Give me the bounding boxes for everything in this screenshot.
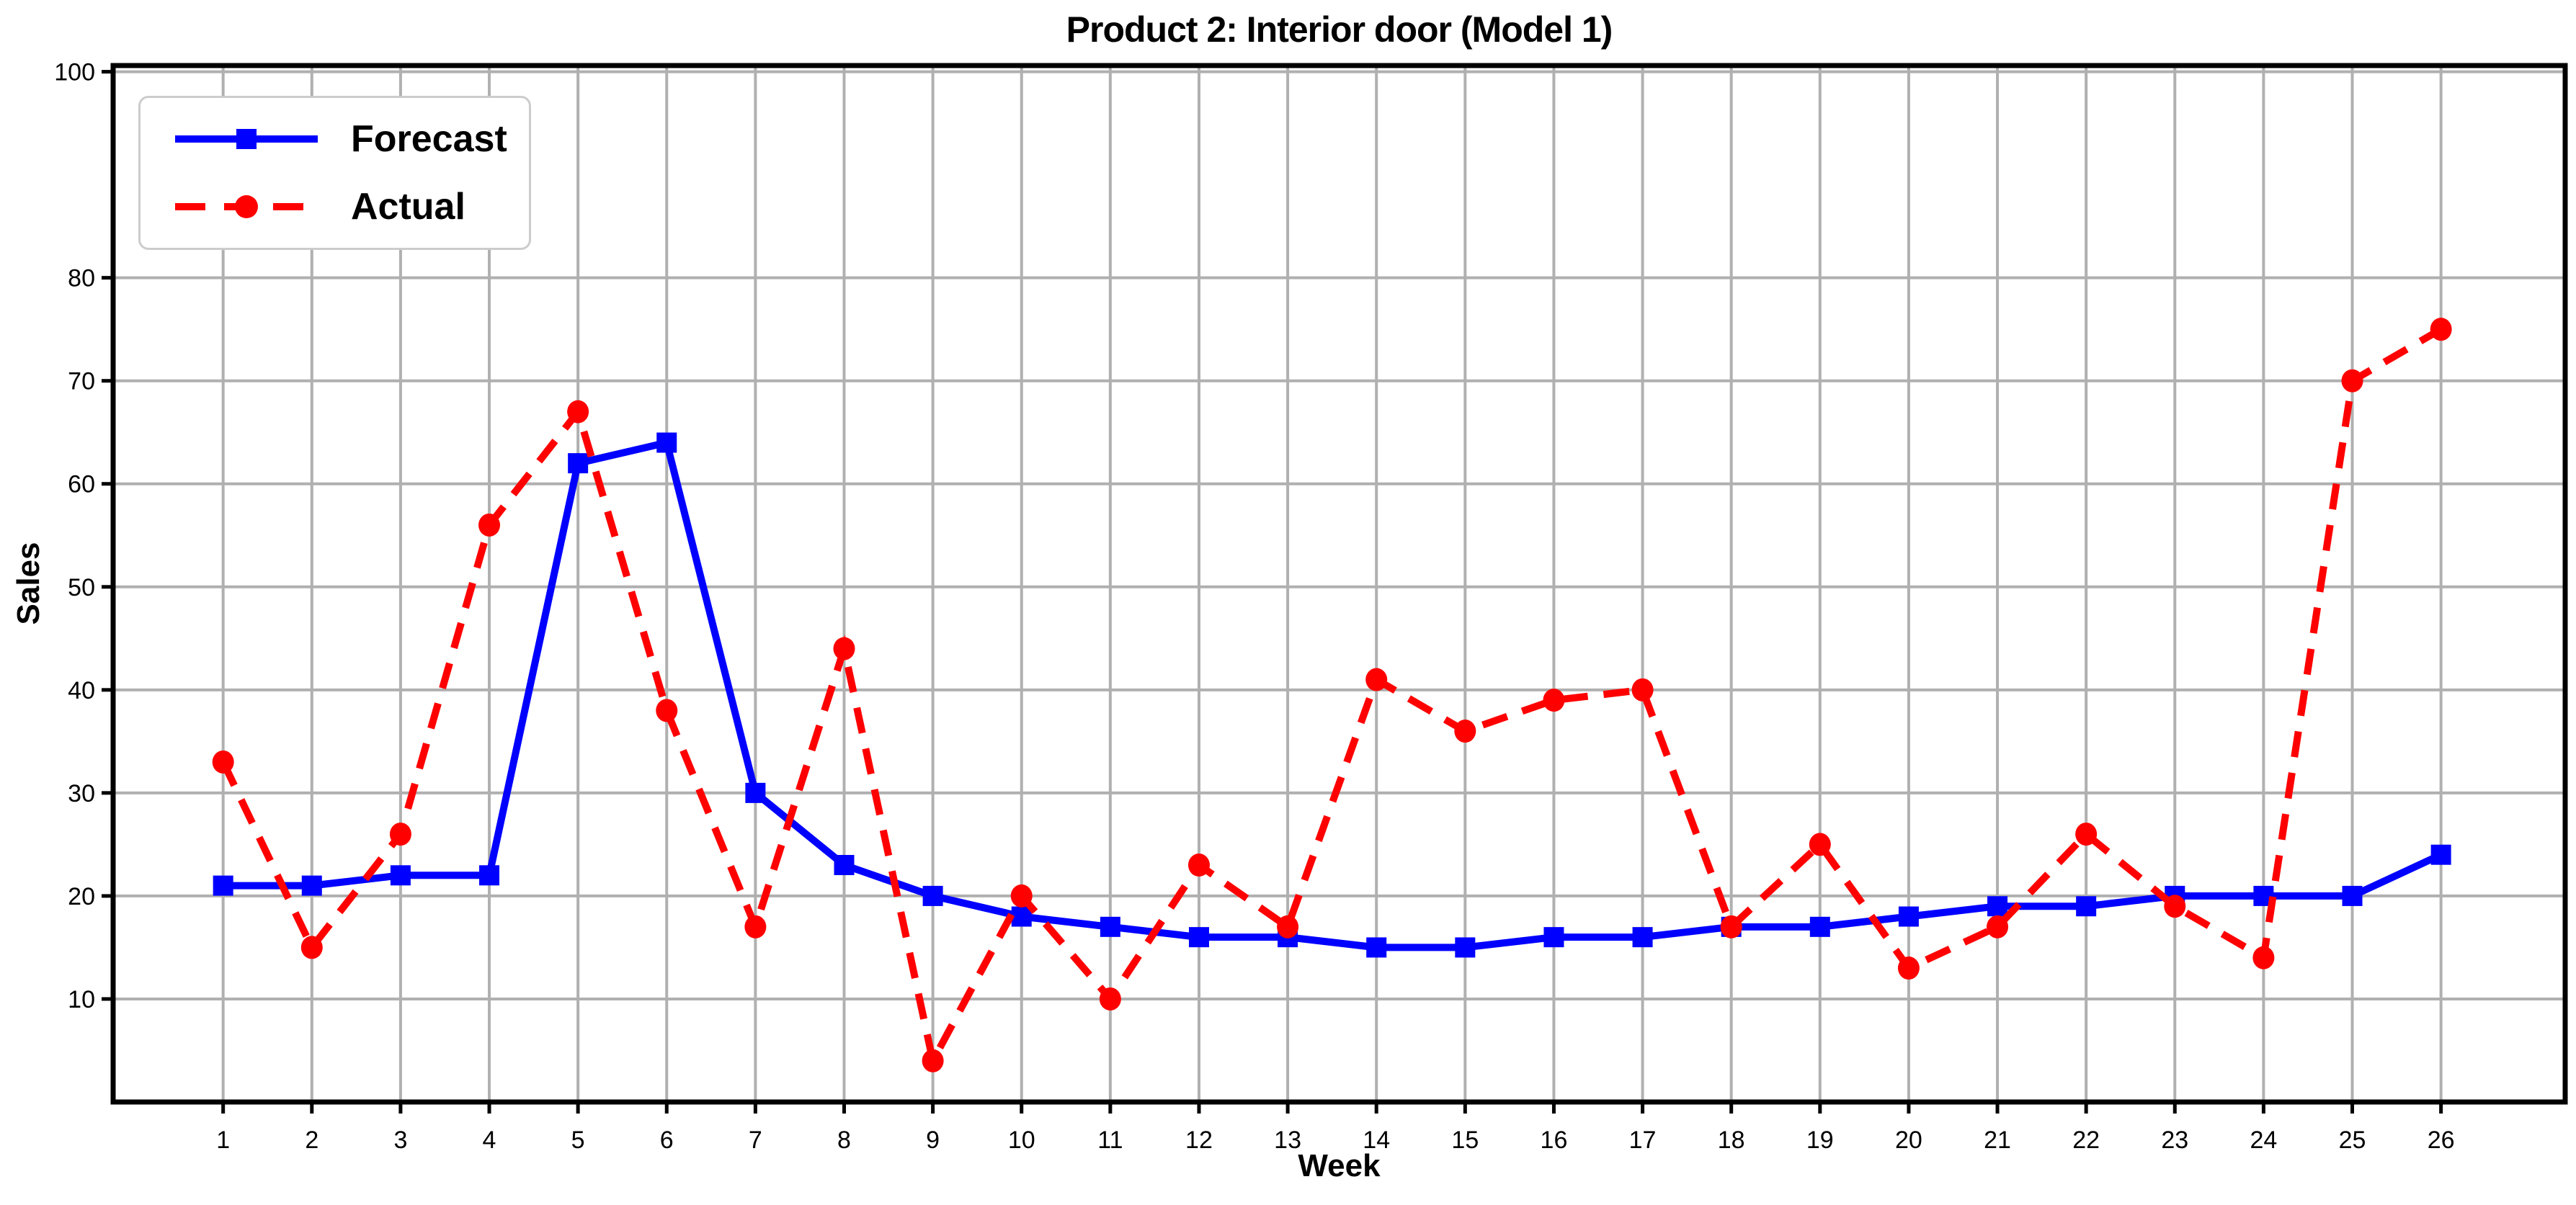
x-tick-label: 18 <box>1718 1126 1745 1154</box>
x-tick-label: 10 <box>1008 1126 1035 1154</box>
x-tick-label: 7 <box>749 1126 762 1154</box>
x-tick-label: 8 <box>837 1126 851 1154</box>
x-tick-label: 22 <box>2072 1126 2100 1154</box>
y-tick-label: 20 <box>68 883 95 910</box>
x-tick-label: 19 <box>1806 1126 1834 1154</box>
chart-title: Product 2: Interior door (Model 1) <box>1066 9 1613 50</box>
x-tick-label: 12 <box>1185 1126 1213 1154</box>
x-axis-label: Week <box>1298 1148 1381 1183</box>
axes-spines <box>110 63 2568 1105</box>
x-tick-label: 1 <box>216 1126 230 1154</box>
y-tick-label: 30 <box>68 780 95 807</box>
legend-label-actual: Actual <box>351 186 465 228</box>
x-tick-label: 21 <box>1984 1126 2011 1154</box>
x-tick-label: 25 <box>2339 1126 2366 1154</box>
y-tick-label: 10 <box>68 986 95 1013</box>
x-tick-label: 14 <box>1363 1126 1390 1154</box>
y-tick-label: 80 <box>68 265 95 292</box>
x-tick-label: 2 <box>305 1126 318 1154</box>
legend-item-actual: Actual <box>171 188 522 225</box>
x-tick-label: 16 <box>1541 1126 1568 1154</box>
legend-label-forecast: Forecast <box>351 118 507 160</box>
x-tick-label: 9 <box>926 1126 940 1154</box>
y-tick-label: 60 <box>68 471 95 498</box>
forecast-line-sample-icon <box>175 129 318 149</box>
legend-item-forecast: Forecast <box>171 120 522 158</box>
y-axis-label: Sales <box>11 542 46 625</box>
series-Forecast <box>213 432 2451 958</box>
y-tick-label: 70 <box>68 368 95 395</box>
series-Actual <box>212 318 2452 1072</box>
x-tick-label: 4 <box>483 1126 496 1154</box>
y-tick-label: 100 <box>54 59 95 86</box>
actual-line-sample-icon <box>175 195 318 218</box>
x-tick-label: 6 <box>660 1126 674 1154</box>
x-tick-label: 26 <box>2428 1126 2455 1154</box>
x-tick-label: 13 <box>1274 1126 1301 1154</box>
x-tick-label: 17 <box>1629 1126 1657 1154</box>
legend: Forecast Actual <box>138 96 531 250</box>
x-tick-label: 20 <box>1895 1126 1922 1154</box>
x-tick-label: 24 <box>2250 1126 2277 1154</box>
x-tick-label: 3 <box>393 1126 407 1154</box>
x-tick-label: 11 <box>1097 1126 1123 1154</box>
x-tick-label: 5 <box>571 1126 585 1154</box>
x-tick-label: 23 <box>2161 1126 2188 1154</box>
y-tick-label: 40 <box>68 677 95 704</box>
y-tick-label: 50 <box>68 574 95 601</box>
x-tick-label: 15 <box>1451 1126 1479 1154</box>
